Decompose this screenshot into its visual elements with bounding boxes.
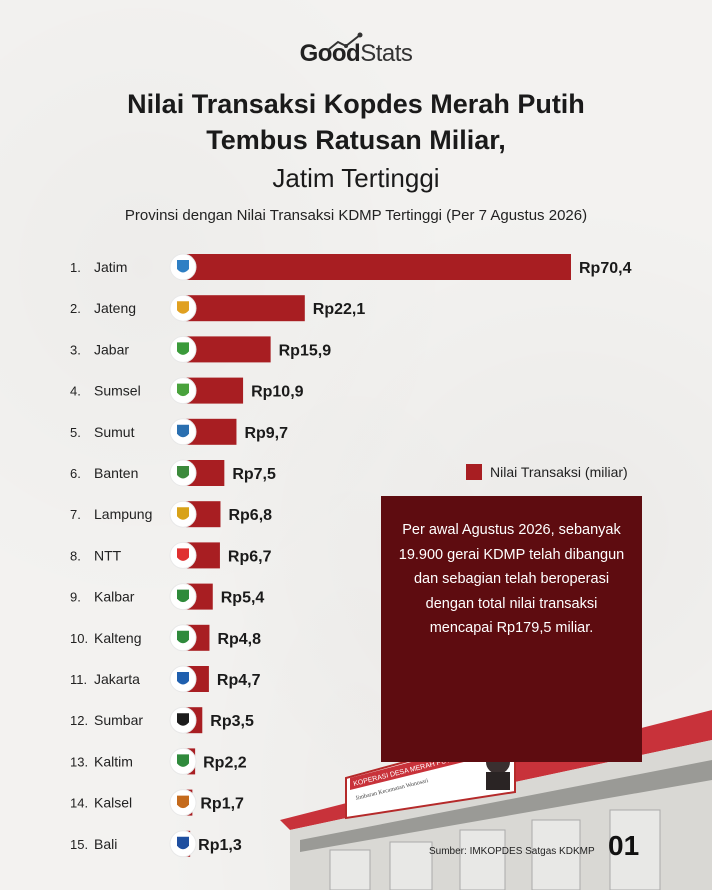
legend-label: Nilai Transaksi (miliar) xyxy=(490,464,628,480)
jabar-emblem-icon-shield xyxy=(177,342,189,355)
value-label-jatim: Rp70,4 xyxy=(579,260,632,277)
category-label-ntt: NTT xyxy=(94,547,122,563)
chart-title-line1: Nilai Transaksi Kopdes Merah Putih xyxy=(127,89,585,119)
category-label-lampung: Lampung xyxy=(94,506,152,522)
kalteng-emblem-icon-shield xyxy=(177,630,189,644)
brand-logo-part2: Stats xyxy=(360,40,413,67)
rank-label: 10. xyxy=(70,631,88,646)
value-label-sumbar: Rp3,5 xyxy=(210,713,254,730)
info-box: Per awal Agustus 2026, sebanyak 19.900 g… xyxy=(381,496,642,762)
rank-label: 14. xyxy=(70,796,88,811)
jakarta-emblem-icon-shield xyxy=(177,672,189,685)
legend-swatch xyxy=(466,464,482,480)
ntt-emblem-icon-shield xyxy=(177,548,189,561)
value-label-banten: Rp7,5 xyxy=(232,466,276,483)
value-label-jabar: Rp15,9 xyxy=(279,342,332,359)
bar-jateng xyxy=(183,295,305,322)
category-label-jabar: Jabar xyxy=(94,341,129,357)
chart-title: Nilai Transaksi Kopdes Merah Putih Tembu… xyxy=(0,86,712,158)
lampung-emblem-icon-shield xyxy=(177,507,189,520)
kalbar-emblem-icon-shield xyxy=(177,589,189,603)
bar-jatim xyxy=(183,254,571,280)
sumbar-emblem-icon-shield xyxy=(177,713,189,726)
rank-label: 11. xyxy=(70,672,87,687)
category-label-kalbar: Kalbar xyxy=(94,589,135,605)
category-label-bali: Bali xyxy=(94,836,117,852)
brand-logo-part1: Good xyxy=(299,40,361,67)
rank-label: 4. xyxy=(70,384,81,399)
bali-emblem-icon-shield xyxy=(177,836,189,850)
kaltim-emblem-icon-shield xyxy=(177,754,189,767)
koperasi-building-photo: KOPERASI DESA MERAH PUTIH Jimbaran Kecam… xyxy=(280,710,712,890)
kalsel-emblem-icon-shield xyxy=(177,795,189,809)
value-label-jateng: Rp22,1 xyxy=(313,301,366,318)
rank-label: 9. xyxy=(70,590,81,605)
chart-subtitle: Provinsi dengan Nilai Transaksi KDMP Ter… xyxy=(124,207,588,224)
bar-jabar xyxy=(183,336,271,363)
value-label-bali: Rp1,3 xyxy=(198,837,242,854)
rank-label: 3. xyxy=(70,342,81,357)
rank-label: 6. xyxy=(70,466,81,481)
rank-label: 7. xyxy=(70,507,81,522)
rank-label: 2. xyxy=(70,301,81,316)
category-label-jatim: Jatim xyxy=(94,259,127,275)
category-label-sumbar: Sumbar xyxy=(94,712,143,728)
sumsel-emblem-icon-shield xyxy=(177,383,189,397)
category-label-jateng: Jateng xyxy=(94,300,136,316)
rank-label: 13. xyxy=(70,754,88,769)
rank-label: 1. xyxy=(70,260,81,275)
value-label-kalteng: Rp4,8 xyxy=(217,631,261,648)
category-label-jakarta: Jakarta xyxy=(94,671,140,687)
chart-title-line3: Jatim Tertinggi xyxy=(272,163,440,193)
rank-label: 15. xyxy=(70,837,88,852)
rank-label: 5. xyxy=(70,425,81,440)
banten-emblem-icon-shield xyxy=(177,466,189,479)
category-label-kaltim: Kaltim xyxy=(94,753,133,769)
value-label-jakarta: Rp4,7 xyxy=(217,672,261,689)
value-label-kaltim: Rp2,2 xyxy=(203,754,247,771)
category-label-sumut: Sumut xyxy=(94,424,135,440)
page-number: 01 xyxy=(608,830,640,861)
value-label-sumsel: Rp10,9 xyxy=(251,384,304,401)
category-label-banten: Banten xyxy=(94,465,138,481)
legend: Nilai Transaksi (miliar) xyxy=(466,464,628,480)
rank-label: 12. xyxy=(70,713,88,728)
rank-label: 8. xyxy=(70,548,81,563)
category-label-sumsel: Sumsel xyxy=(94,383,141,399)
trend-line-icon xyxy=(327,32,363,51)
value-label-kalbar: Rp5,4 xyxy=(221,590,265,607)
chart-title-line2: Tembus Ratusan Miliar, xyxy=(206,125,506,155)
value-label-lampung: Rp6,8 xyxy=(228,507,272,524)
info-box-text: Per awal Agustus 2026, sebanyak 19.900 g… xyxy=(398,522,625,637)
brand-logo: GoodStats xyxy=(0,32,712,68)
category-label-kalteng: Kalteng xyxy=(94,630,141,646)
category-label-kalsel: Kalsel xyxy=(94,795,132,811)
jateng-emblem-icon-shield xyxy=(177,301,189,314)
source-note: Sumber: IMKOPDES Satgas KDKMP xyxy=(429,846,595,857)
value-label-kalsel: Rp1,7 xyxy=(200,796,244,813)
sumut-emblem-icon-shield xyxy=(177,424,189,438)
jatim-emblem-icon-shield xyxy=(177,260,189,273)
value-label-sumut: Rp9,7 xyxy=(244,425,288,442)
value-label-ntt: Rp6,7 xyxy=(228,548,272,565)
